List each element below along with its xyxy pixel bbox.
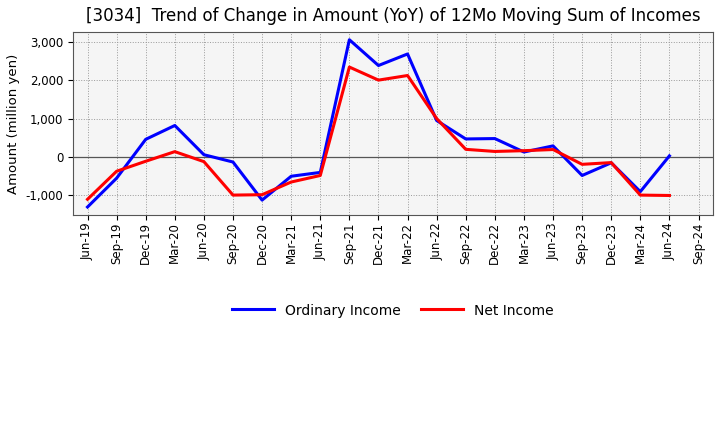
Net Income (229, 192, 238, 198)
Net Income (607, 160, 616, 165)
Title: [3034]  Trend of Change in Amount (YoY) of 12Mo Moving Sum of Incomes: [3034] Trend of Change in Amount (YoY) o… (86, 7, 701, 25)
Net Income (520, 148, 528, 153)
Ordinary Income (199, 152, 208, 158)
Ordinary Income (607, 160, 616, 165)
Net Income (199, 159, 208, 164)
Net Income (578, 161, 587, 167)
Ordinary Income (665, 153, 674, 158)
Net Income (316, 173, 325, 178)
Net Income (141, 158, 150, 164)
Ordinary Income (287, 174, 295, 179)
Ordinary Income (345, 37, 354, 42)
Ordinary Income (171, 123, 179, 128)
Net Income (171, 149, 179, 154)
Ordinary Income (549, 143, 557, 149)
Ordinary Income (520, 150, 528, 155)
Net Income (665, 193, 674, 198)
Ordinary Income (462, 136, 470, 142)
Line: Net Income: Net Income (88, 67, 670, 199)
Ordinary Income (374, 63, 383, 68)
Net Income (112, 169, 121, 174)
Net Income (636, 192, 644, 198)
Net Income (549, 147, 557, 152)
Legend: Ordinary Income, Net Income: Ordinary Income, Net Income (227, 298, 559, 323)
Ordinary Income (578, 173, 587, 178)
Net Income (403, 73, 412, 78)
Ordinary Income (112, 176, 121, 181)
Net Income (490, 149, 499, 154)
Ordinary Income (84, 204, 92, 209)
Ordinary Income (229, 159, 238, 165)
Ordinary Income (432, 118, 441, 123)
Ordinary Income (636, 189, 644, 194)
Net Income (432, 116, 441, 121)
Net Income (287, 180, 295, 185)
Net Income (462, 147, 470, 152)
Net Income (84, 197, 92, 202)
Ordinary Income (316, 170, 325, 175)
Ordinary Income (490, 136, 499, 141)
Y-axis label: Amount (million yen): Amount (million yen) (7, 53, 20, 194)
Ordinary Income (141, 137, 150, 142)
Ordinary Income (258, 198, 266, 203)
Net Income (374, 77, 383, 83)
Line: Ordinary Income: Ordinary Income (88, 40, 670, 207)
Net Income (345, 64, 354, 70)
Net Income (258, 192, 266, 198)
Ordinary Income (403, 51, 412, 57)
